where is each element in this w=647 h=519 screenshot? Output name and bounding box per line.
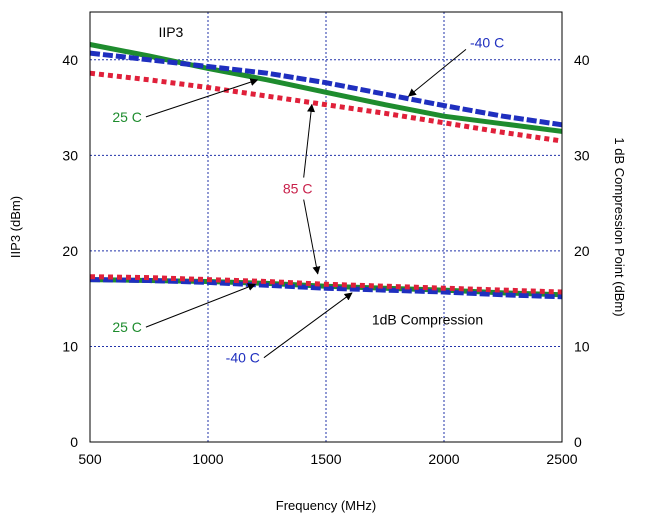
y-axis-label-right: 1 dB Compression Point (dBm)	[612, 137, 627, 316]
y-tick-label-left: 30	[62, 147, 78, 163]
y-tick-label-right: 40	[574, 52, 590, 68]
annotation-arrow	[263, 292, 353, 359]
y-tick-label-left: 0	[70, 434, 78, 450]
y-tick-label-left: 20	[62, 243, 78, 259]
series-line	[89, 70, 563, 144]
y-tick-label-left: 40	[62, 52, 78, 68]
annotation-label: 85 C	[283, 181, 313, 197]
annotation-label: 25 C	[112, 109, 142, 125]
annotation-arrow	[303, 103, 316, 178]
annotation-arrow	[303, 199, 321, 275]
x-tick-label: 2500	[546, 451, 577, 467]
annotation-arrow	[145, 283, 256, 328]
annotation-layer: IIP3 -40 C 25 C 85 C 25 C -40 C 1dB Compressio…	[112, 24, 504, 366]
y-tick-label-right: 10	[574, 338, 590, 354]
plot-frame	[89, 11, 563, 443]
y-tick-label-right: 20	[574, 243, 590, 259]
series-line	[89, 274, 563, 295]
series-line	[89, 50, 563, 128]
x-tick-label: 1500	[310, 451, 341, 467]
annotation-label: IIP3	[158, 24, 183, 40]
x-tick-label: 2000	[428, 451, 459, 467]
y-tick-label-left: 10	[62, 338, 78, 354]
series-line	[89, 277, 563, 300]
annotation-arrow	[407, 48, 467, 97]
grid	[90, 12, 562, 442]
x-tick-label: 1000	[192, 451, 223, 467]
y-axis-label-left: IIP3 (dBm)	[8, 196, 23, 258]
annotation-label: 1dB Compression	[372, 311, 483, 327]
annotation-label: 25 C	[112, 319, 142, 335]
annotation-label: -40 C	[470, 34, 504, 50]
x-axis-label: Frequency (MHz)	[276, 498, 376, 513]
y-tick-label-right: 30	[574, 147, 590, 163]
series-layer	[89, 42, 563, 300]
annotation-arrow	[145, 78, 259, 118]
annotation-label: -40 C	[226, 350, 260, 366]
y-tick-label-right: 0	[574, 434, 582, 450]
x-tick-label: 500	[78, 451, 102, 467]
